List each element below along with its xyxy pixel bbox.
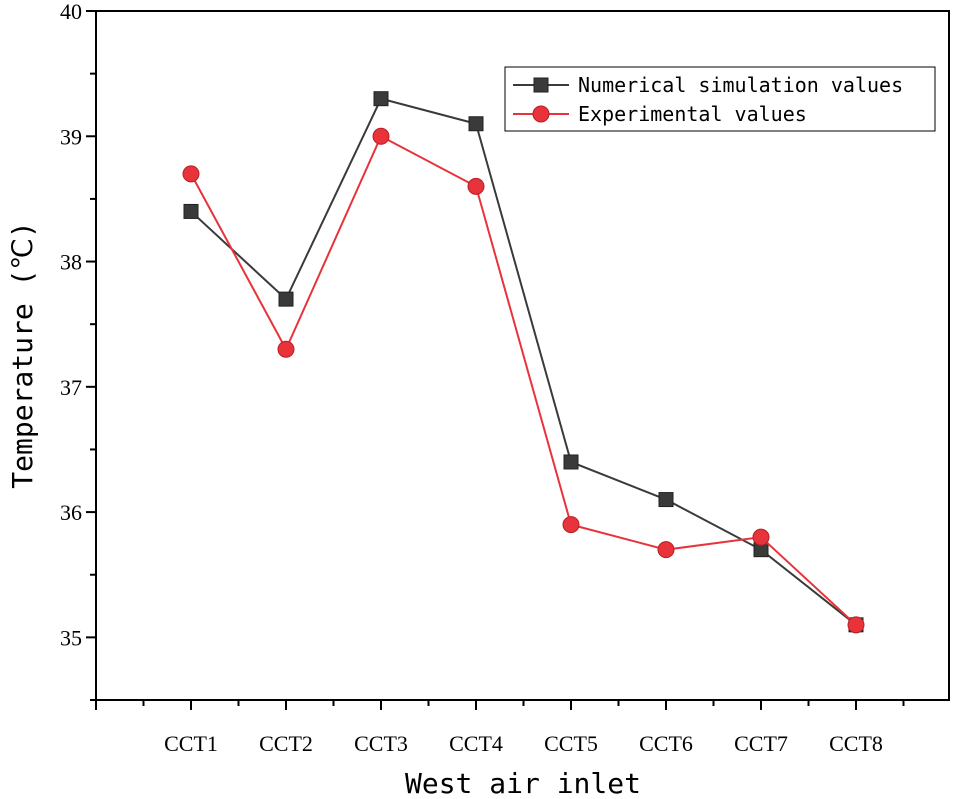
x-tick-label-cct5: CCT5 (544, 731, 598, 756)
square-marker-5 (563, 454, 579, 470)
y-tick-label: 37 (60, 375, 82, 400)
x-tick-label-cct7: CCT7 (734, 731, 788, 756)
circle-marker-5 (562, 516, 580, 534)
circle-marker-7 (752, 528, 770, 546)
legend-label-0: Numerical simulation values (578, 73, 903, 97)
x-axis-title: West air inlet (405, 767, 641, 799)
y-tick-label: 35 (60, 625, 82, 650)
circle-marker-8 (847, 616, 865, 634)
series-line-0 (190, 97, 857, 626)
series-layer (182, 91, 865, 634)
x-axis-ticks: CCT1 CCT2 CCT3 CCT4 CCT5 CCT6 CCT7 CCT8 (95, 700, 905, 756)
circle-marker-1 (182, 165, 200, 183)
series-line-1 (190, 134, 857, 626)
y-tick-label: 39 (60, 124, 82, 149)
x-tick-label-cct4: CCT4 (449, 731, 503, 756)
legend-square-marker (533, 77, 549, 93)
x-tick-label-cct3: CCT3 (354, 731, 408, 756)
x-tick-label-cct8: CCT8 (829, 731, 883, 756)
square-marker-4 (468, 116, 484, 132)
x-tick-label-cct1: CCT1 (164, 731, 218, 756)
legend-label-1: Experimental values (578, 102, 807, 126)
y-tick-label: 38 (60, 250, 82, 275)
circle-marker-6 (657, 541, 675, 559)
square-marker-2 (278, 291, 294, 307)
y-tick-label: 40 (60, 0, 82, 24)
y-tick-label: 36 (60, 500, 82, 525)
legend-circle-marker (532, 105, 550, 123)
y-axis-title: Temperature (℃) (6, 221, 39, 488)
x-tick-label-cct6: CCT6 (639, 731, 693, 756)
legend-box (504, 66, 936, 132)
circle-marker-3 (372, 127, 390, 145)
square-marker-1 (183, 203, 199, 219)
legend: Numerical simulation values Experimental … (504, 66, 936, 132)
circle-marker-2 (277, 340, 295, 358)
square-marker-6 (658, 492, 674, 508)
x-tick-label-cct2: CCT2 (259, 731, 313, 756)
circle-marker-4 (467, 177, 485, 195)
square-marker-3 (373, 91, 389, 107)
y-axis-ticks: 35 36 37 38 39 40 (60, 0, 96, 701)
